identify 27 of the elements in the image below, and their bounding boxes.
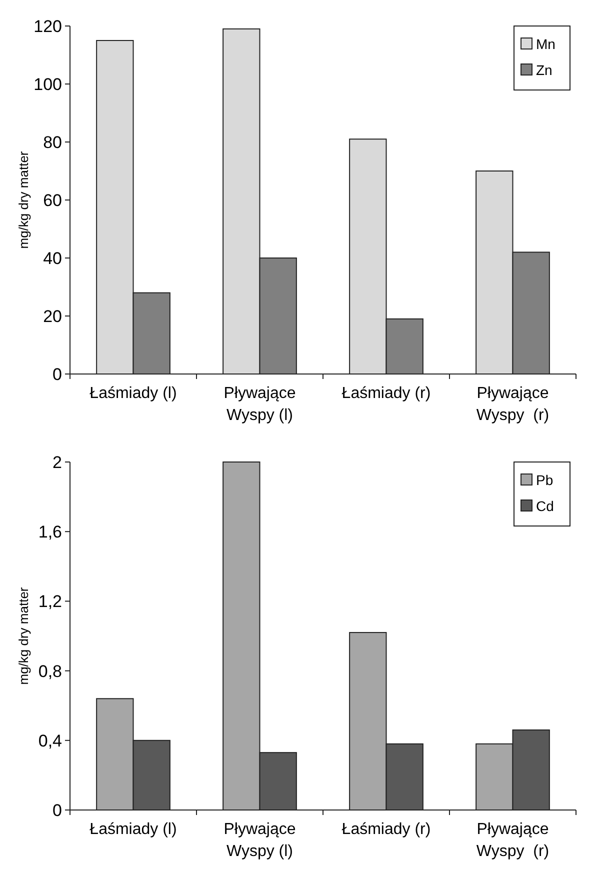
y-tick-label: 20	[43, 306, 62, 326]
y-axis-title: mg/kg dry matter	[16, 586, 31, 685]
x-tick-label: Łaśmiady (r)	[342, 821, 431, 838]
y-tick-label: 120	[34, 16, 62, 36]
y-tick-label: 40	[43, 248, 62, 268]
y-tick-label: 100	[34, 74, 62, 94]
y-tick-label: 60	[43, 190, 62, 210]
y-tick-label: 2	[52, 452, 62, 472]
y-tick-label: 0,4	[38, 731, 62, 750]
x-tick-label: Łaśmiady (r)	[342, 385, 431, 402]
x-tick-label: Łaśmiady (l)	[90, 385, 177, 402]
y-tick-label: 0	[52, 364, 62, 384]
y-tick-label: 1,2	[38, 592, 62, 612]
x-tick-label: Pływające Wyspy (r)	[476, 385, 550, 424]
legend-label: Cd	[536, 498, 554, 514]
x-tick-label: Pływające Wyspy (l)	[224, 385, 296, 424]
legend-label: Mn	[536, 36, 556, 52]
x-tick-label: Pływające Wyspy (l)	[224, 821, 296, 860]
y-tick-label: 0	[52, 800, 62, 820]
y-tick-label: 1,6	[38, 522, 62, 542]
y-axis-title: mg/kg dry matter	[16, 150, 31, 249]
legend-label: Zn	[536, 62, 552, 78]
y-tick-label: 0,8	[38, 662, 62, 681]
y-tick-label: 80	[43, 132, 62, 152]
x-tick-label: Pływające Wyspy (r)	[476, 821, 550, 860]
x-tick-label: Łaśmiady (l)	[90, 821, 177, 838]
legend-label: Pb	[536, 472, 554, 488]
